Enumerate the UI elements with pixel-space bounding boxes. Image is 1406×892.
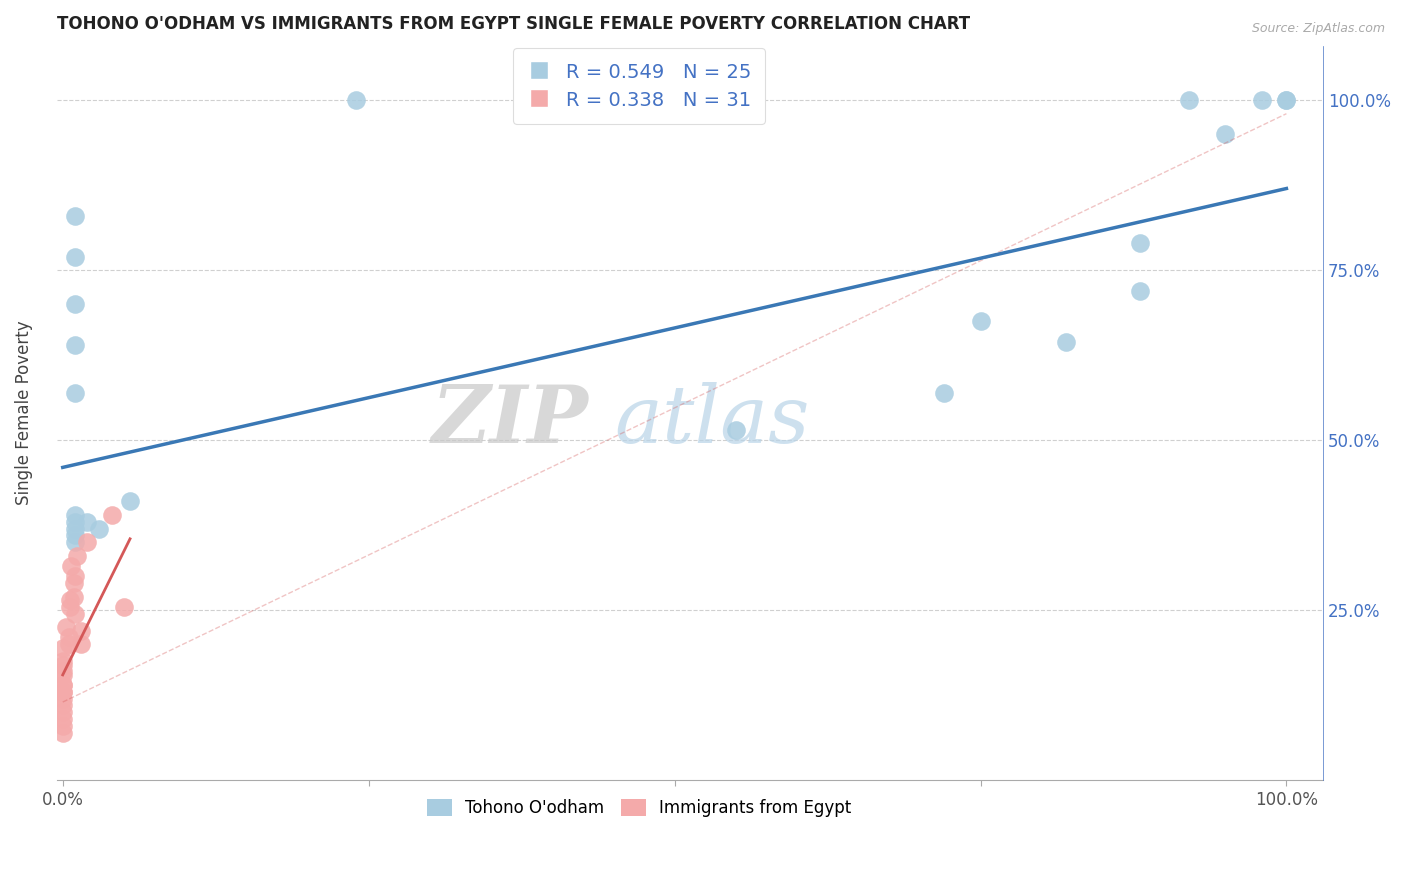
Point: [59, 593, 82, 607]
Point: [52, 725, 75, 739]
Point: [63, 522, 86, 536]
Point: [52, 712, 75, 726]
Point: [969, 314, 991, 328]
Point: [63, 535, 86, 549]
Point: [76, 515, 98, 529]
Text: Source: ZipAtlas.com: Source: ZipAtlas.com: [1251, 22, 1385, 36]
Point: [52, 678, 75, 692]
Point: [63, 250, 86, 264]
Point: [89, 522, 111, 536]
Point: [1275, 93, 1298, 107]
Point: [1129, 284, 1152, 298]
Point: [52, 665, 75, 679]
Point: [52, 654, 75, 668]
Point: [52, 719, 75, 733]
Legend: Tohono O'odham, Immigrants from Egypt: Tohono O'odham, Immigrants from Egypt: [416, 789, 862, 827]
Text: ZIP: ZIP: [432, 382, 589, 459]
Point: [58, 631, 80, 645]
Point: [1275, 93, 1298, 107]
Point: [52, 698, 75, 713]
Point: [66, 549, 89, 563]
Point: [63, 338, 86, 352]
Point: [62, 576, 84, 591]
Point: [63, 297, 86, 311]
Point: [63, 209, 86, 223]
Point: [52, 706, 75, 720]
Point: [52, 685, 75, 699]
Point: [58, 637, 80, 651]
Point: [344, 93, 367, 107]
Point: [52, 668, 75, 682]
Point: [63, 515, 86, 529]
Point: [1129, 235, 1152, 250]
Point: [1213, 127, 1236, 141]
Point: [63, 528, 86, 542]
Point: [63, 508, 86, 522]
Point: [63, 607, 86, 621]
Y-axis label: Single Female Poverty: Single Female Poverty: [15, 320, 32, 505]
Point: [62, 590, 84, 604]
Text: TOHONO O'ODHAM VS IMMIGRANTS FROM EGYPT SINGLE FEMALE POVERTY CORRELATION CHART: TOHONO O'ODHAM VS IMMIGRANTS FROM EGYPT …: [56, 15, 970, 33]
Point: [1251, 93, 1274, 107]
Point: [76, 535, 98, 549]
Point: [59, 599, 82, 614]
Point: [932, 385, 955, 400]
Point: [52, 685, 75, 699]
Point: [118, 494, 141, 508]
Point: [112, 599, 135, 614]
Point: [70, 637, 93, 651]
Point: [1054, 334, 1077, 349]
Point: [55, 620, 77, 634]
Point: [52, 657, 75, 672]
Point: [63, 569, 86, 583]
Point: [100, 508, 122, 522]
Point: [60, 559, 83, 574]
Point: [52, 640, 75, 655]
Text: atlas: atlas: [614, 382, 810, 459]
Point: [70, 624, 93, 638]
Point: [724, 423, 747, 437]
Point: [1177, 93, 1199, 107]
Point: [52, 691, 75, 706]
Point: [52, 678, 75, 692]
Point: [63, 385, 86, 400]
